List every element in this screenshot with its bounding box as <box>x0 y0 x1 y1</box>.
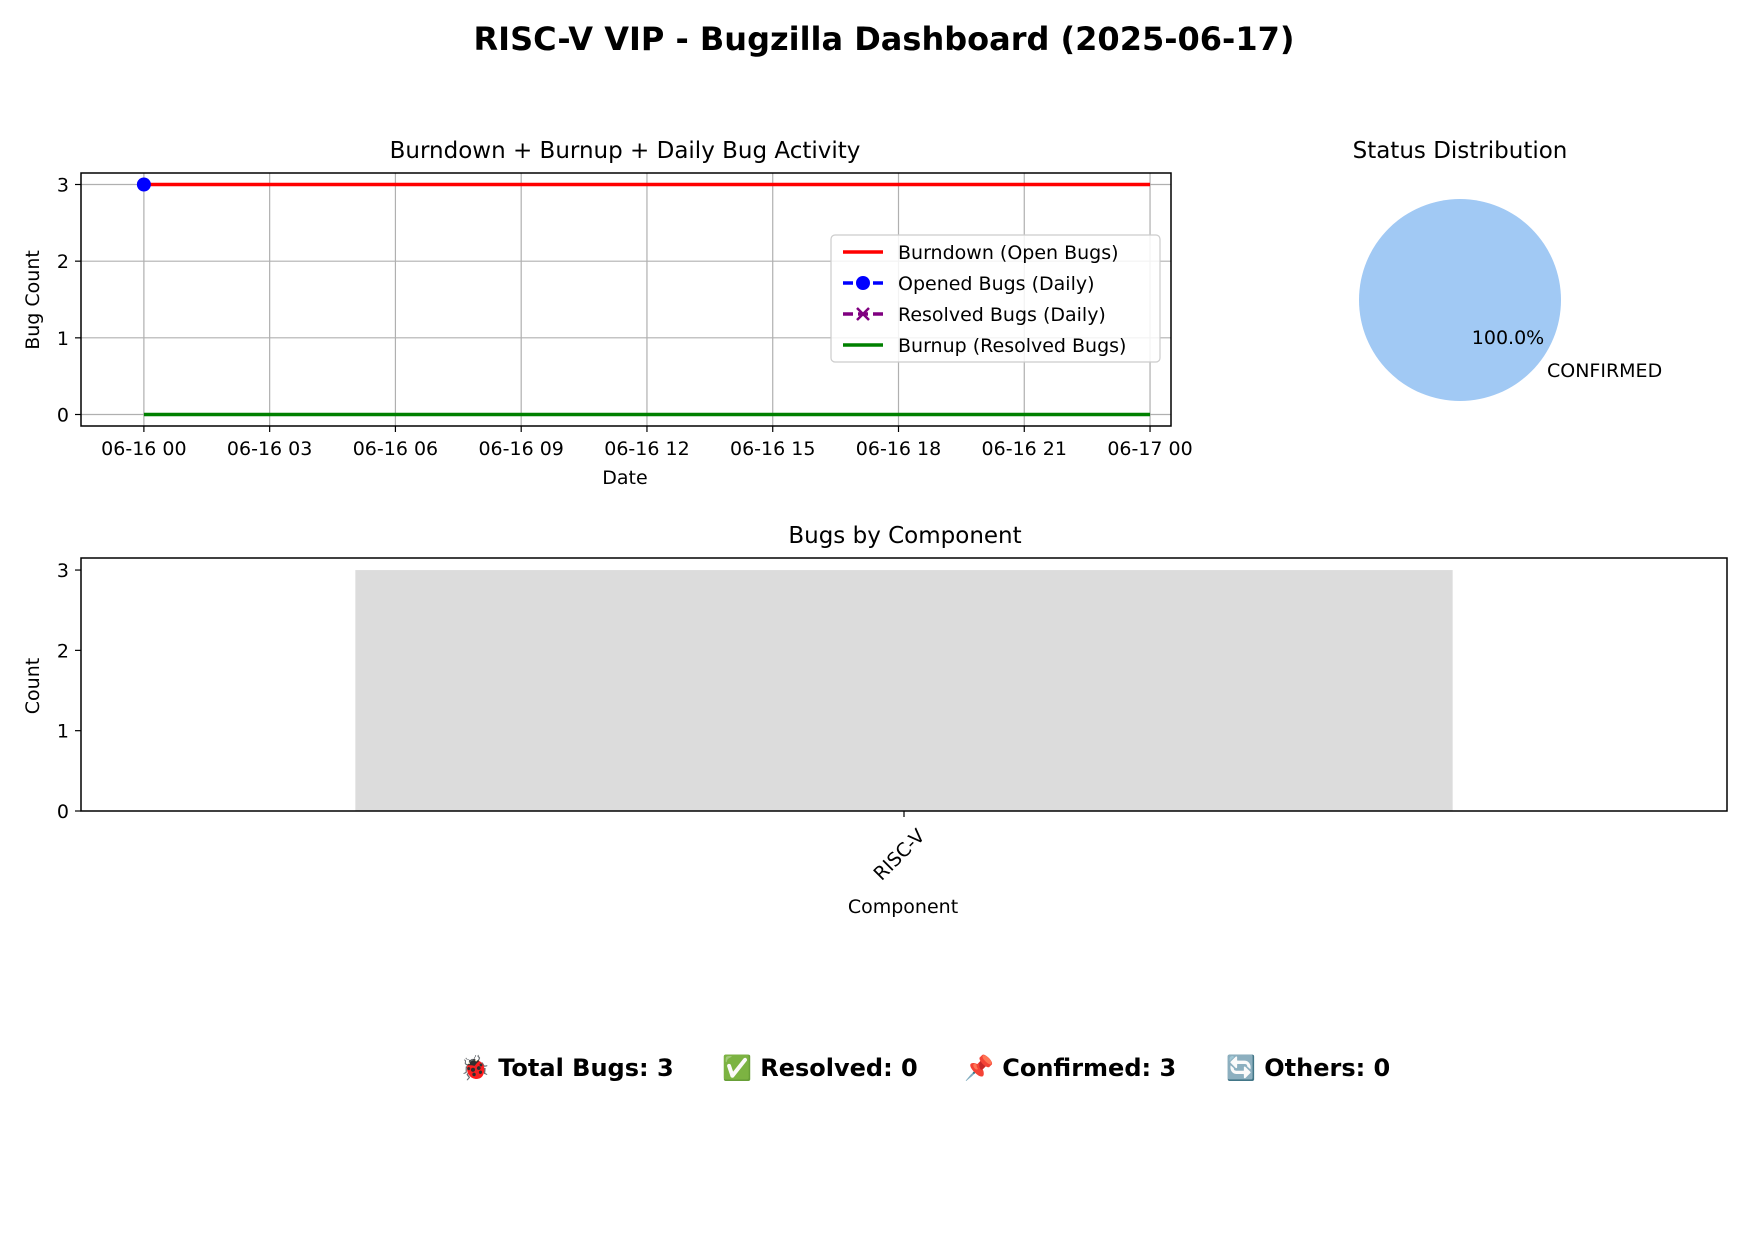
summary-others: 🔄 Others: 0 <box>1226 1054 1390 1082</box>
line-chart-series <box>136 177 1151 417</box>
line-chart-ylabel: Bug Count <box>22 250 44 350</box>
legend-marker <box>856 276 870 290</box>
y-tick-label: 3 <box>57 175 69 197</box>
legend-entry: Resolved Bugs (Daily) <box>843 304 1106 326</box>
x-tick-label: 06-16 03 <box>227 438 312 460</box>
line-chart-ticks: 06-16 00 06-16 03 06-16 06 06-16 09 06-16 12… <box>57 175 1193 461</box>
x-tick-label: 06-16 06 <box>353 438 438 460</box>
pie-chart-title: Status Distribution <box>1353 138 1568 164</box>
bar-risc-v <box>355 570 1453 811</box>
legend-label: Burndown (Open Bugs) <box>898 242 1119 264</box>
y-tick-label: 0 <box>57 405 69 427</box>
legend-marker <box>856 307 870 321</box>
figure-title: RISC-V VIP - Bugzilla Dashboard (2025-06… <box>474 20 1295 58</box>
legend-label: Opened Bugs (Daily) <box>898 273 1095 295</box>
y-tick-label: 1 <box>57 721 69 743</box>
y-tick-label: 0 <box>57 801 69 823</box>
legend-box <box>830 234 1161 363</box>
bar-chart-title: Bugs by Component <box>788 523 1021 549</box>
line-chart-frame <box>80 172 1172 427</box>
data-point-opened <box>136 177 151 192</box>
x-tick-label: 06-17 00 <box>1107 438 1192 460</box>
y-tick-label: 2 <box>57 251 69 273</box>
pie-slice-label: CONFIRMED <box>1547 360 1662 382</box>
y-tick-label: 2 <box>57 640 69 662</box>
activity-line-chart: Burndown + Burnup + Daily Bug Activity 0… <box>22 138 1193 489</box>
line-chart-xlabel: Date <box>602 467 647 489</box>
line-chart-legend: Burndown (Open Bugs) Opened Bugs (Daily) R… <box>830 234 1161 363</box>
x-tick-label: 06-16 09 <box>478 438 563 460</box>
legend-label: Resolved Bugs (Daily) <box>898 304 1106 326</box>
legend-label: Burnup (Resolved Bugs) <box>898 335 1126 357</box>
x-tick-label: 06-16 18 <box>856 438 941 460</box>
summary-confirmed: 📌 Confirmed: 3 <box>964 1053 1176 1082</box>
bar-chart-ylabel: Count <box>22 658 44 714</box>
bar-chart-xlabel: Component <box>848 896 958 918</box>
summary-resolved: ✅ Resolved: 0 <box>722 1054 918 1082</box>
status-pie-chart: Status Distribution 100.0%CONFIRMED <box>1353 138 1662 401</box>
y-tick-label: 1 <box>57 328 69 350</box>
y-tick-label: 3 <box>57 560 69 582</box>
summary-stats: 🐞 Total Bugs: 3 ✅ Resolved: 0 📌 Confirme… <box>460 1053 1390 1082</box>
legend-entry: Burndown (Open Bugs) <box>843 242 1119 264</box>
legend-entry: Burnup (Resolved Bugs) <box>843 335 1126 357</box>
pie-slice <box>1359 199 1561 401</box>
x-tick-label: 06-16 00 <box>101 438 186 460</box>
x-tick-label: 06-16 21 <box>982 438 1067 460</box>
line-chart-title: Burndown + Burnup + Daily Bug Activity <box>390 138 861 164</box>
pie-pct-label: 100.0% <box>1472 327 1544 349</box>
x-tick-label: 06-16 15 <box>730 438 815 460</box>
x-tick-label: 06-16 12 <box>604 438 689 460</box>
summary-total: 🐞 Total Bugs: 3 <box>460 1054 674 1082</box>
legend-entry: Opened Bugs (Daily) <box>843 273 1095 295</box>
